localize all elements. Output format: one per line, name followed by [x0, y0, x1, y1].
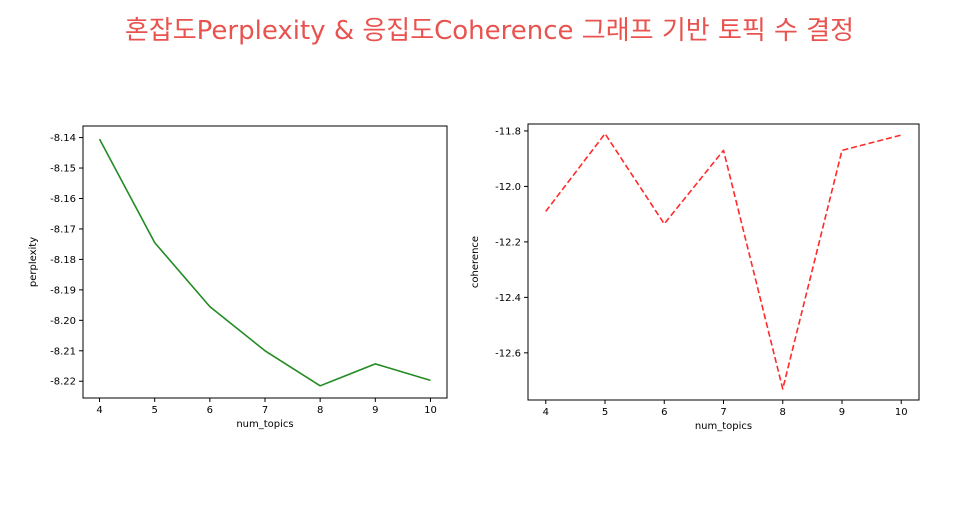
right-chart-xtick-label: 9	[839, 407, 845, 418]
left-chart-ytick-label: -8.20	[50, 316, 76, 327]
left-chart-xtick-label: 8	[317, 405, 323, 416]
left-chart-series-line	[98, 138, 431, 387]
left-chart-ytick-label: -8.14	[50, 133, 76, 144]
right-chart-xtick-label: 4	[543, 407, 549, 418]
left-chart-xtick-label: 10	[424, 405, 437, 416]
right-chart-ytick-label: -12.6	[495, 348, 521, 359]
right-chart-xlabel: num_topics	[695, 421, 752, 432]
left-chart-xlabel: num_topics	[236, 419, 293, 430]
right-chart-ylabel: coherence	[470, 236, 481, 288]
right-chart-ytick-label: -12.2	[495, 237, 521, 248]
left-chart-ylabel: perplexity	[28, 237, 39, 287]
right-chart-series-line	[545, 132, 902, 390]
right-chart-xtick-label: 6	[661, 407, 667, 418]
left-chart-xtick-label: 4	[96, 405, 102, 416]
left-chart-ytick-label: -8.22	[50, 377, 76, 388]
left-chart-frame	[82, 125, 448, 399]
left-chart-ytick-label: -8.21	[50, 346, 76, 357]
left-chart-ytick-label: -8.17	[50, 224, 76, 235]
right-chart-xtick-label: 8	[780, 407, 786, 418]
left-chart-xtick-label: 5	[152, 405, 158, 416]
left-chart-xtick-label: 7	[262, 405, 268, 416]
right-chart-xtick-label: 5	[602, 407, 608, 418]
right-chart-ytick-label: -11.8	[495, 126, 521, 137]
left-chart-ytick-label: -8.15	[50, 164, 76, 175]
right-chart-xtick-label: 10	[895, 407, 908, 418]
left-chart-ytick-label: -8.18	[50, 255, 76, 266]
left-chart-ytick-label: -8.16	[50, 194, 76, 205]
right-chart-frame	[527, 123, 920, 401]
left-chart-xtick-label: 9	[372, 405, 378, 416]
page-title: 혼잡도Perplexity & 응집도Coherence 그래프 기반 토픽 수…	[124, 16, 855, 46]
right-chart-ytick-label: -12.0	[495, 182, 521, 193]
left-chart-ytick-label: -8.19	[50, 285, 76, 296]
right-chart-ytick-label: -12.4	[495, 293, 521, 304]
right-chart-xtick-label: 7	[720, 407, 726, 418]
left-chart-xtick-label: 6	[207, 405, 213, 416]
